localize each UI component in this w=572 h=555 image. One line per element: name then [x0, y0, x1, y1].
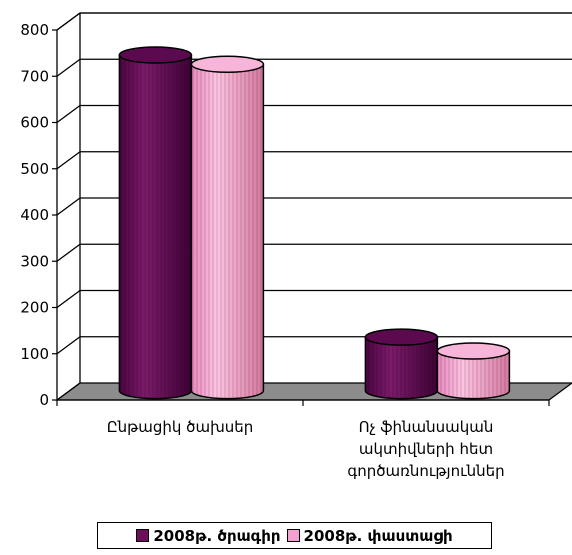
category-label-1: Ոչ ֆինանսական ակտիվների հետ գործառնություն… — [347, 418, 504, 480]
category-label-0: Ընթացիկ ծախսեր — [107, 418, 254, 436]
category-label-line: գործառնություններ — [347, 462, 504, 480]
gridline — [56, 197, 572, 216]
bar-actual-1 — [436, 342, 511, 400]
y-tick-label: 700 — [20, 67, 49, 85]
legend-item-plan: 2008թ. ծրագիր — [136, 526, 281, 545]
legend-item-actual: 2008թ. փաստացի — [286, 526, 453, 545]
bar-actual-1-top — [436, 342, 511, 360]
bars — [118, 46, 511, 400]
gridline — [56, 104, 572, 124]
category-labels: Ընթացիկ ծախսեր Ոչ ֆինանսական ակտիվների հետ… — [107, 418, 505, 480]
y-tick-label: 400 — [20, 206, 49, 224]
y-axis: 0 100 200 300 400 500 600 700 800 — [20, 21, 58, 409]
bar-actual-1-texture — [437, 351, 510, 399]
legend: 2008թ. ծրագիր 2008թ. փաստացի — [97, 522, 492, 549]
gridline — [56, 243, 572, 262]
bar-plan-0-top — [118, 46, 193, 64]
y-tick-label: 100 — [20, 345, 49, 363]
legend-label-actual: 2008թ. փաստացի — [303, 526, 453, 545]
legend-label-plan: 2008թ. ծրագիր — [153, 526, 281, 545]
bar-plan-1-top — [364, 328, 439, 346]
gridline — [56, 12, 572, 31]
y-tick-label: 600 — [20, 114, 49, 132]
y-tick-label: 500 — [20, 160, 49, 178]
legend-swatch-actual — [286, 529, 300, 542]
y-tick-label: 800 — [20, 21, 49, 39]
side-wall-bottom — [56, 382, 81, 401]
category-label-line: Ընթացիկ ծախսեր — [107, 418, 254, 436]
bar-actual-0-texture — [191, 64, 264, 399]
bar-plan-0 — [118, 46, 193, 400]
legend-swatch-plan — [136, 529, 150, 542]
bar-plan-1-texture — [365, 337, 438, 399]
y-tick-label: 0 — [39, 391, 49, 409]
y-tick-label: 200 — [20, 299, 49, 317]
bar-actual-0-top — [190, 55, 265, 74]
bar-chart: 0 100 200 300 400 500 600 700 800 Ընթացիկ ծախսեր… — [20, 12, 572, 480]
gridline — [56, 289, 572, 309]
category-label-line: Ոչ ֆինանսական — [359, 418, 494, 436]
gridline — [56, 151, 572, 170]
bar-plan-0-texture — [119, 55, 192, 399]
bar-plan-1 — [364, 328, 439, 400]
gridline — [56, 58, 572, 77]
bar-actual-0 — [190, 55, 265, 400]
y-tick-label: 300 — [20, 252, 49, 270]
category-label-line: ակտիվների հետ — [359, 440, 493, 458]
